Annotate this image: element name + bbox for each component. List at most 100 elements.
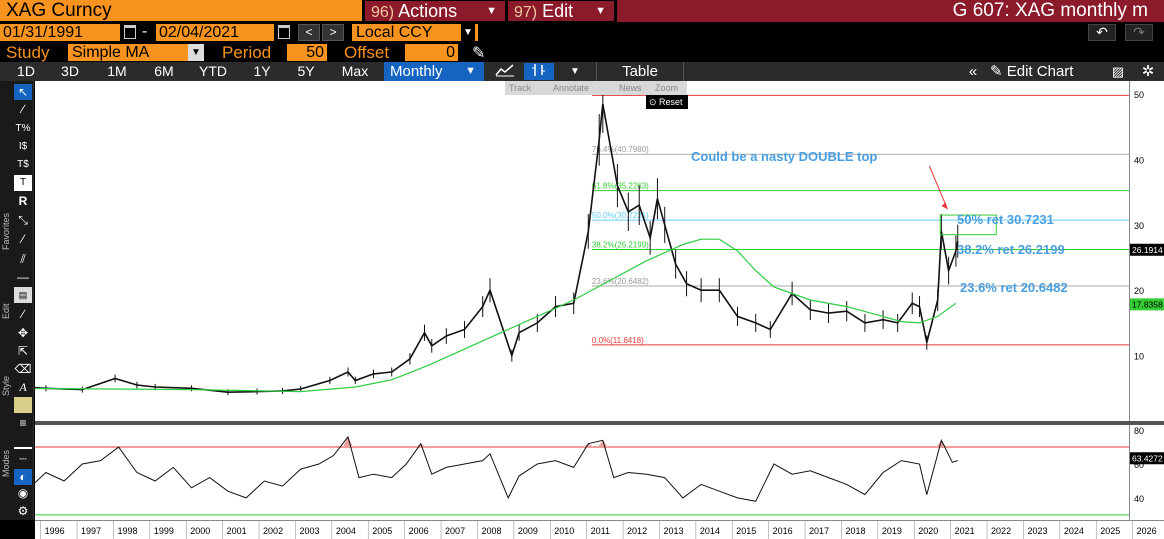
- line-width-icon[interactable]: [14, 433, 32, 449]
- x-tick-label: 2010: [554, 526, 574, 536]
- price-axis: 10 20 30 40 50 26.1914 17.8358: [1129, 81, 1164, 421]
- fib-time-icon[interactable]: T$: [17, 159, 29, 170]
- gear-icon[interactable]: ✲: [1141, 63, 1155, 80]
- ma-value-tag-bg: [1130, 298, 1164, 311]
- fill-color-icon[interactable]: [14, 397, 32, 413]
- track-mode[interactable]: Track: [509, 83, 532, 93]
- cursor-icon[interactable]: ↖: [14, 84, 32, 100]
- next-period-button[interactable]: >: [322, 24, 344, 41]
- range-ytd[interactable]: YTD: [199, 63, 227, 79]
- time-axis: 1996 1997 1998 1999 2000 2001 2002 2003 2004 2005…: [35, 520, 1164, 539]
- chart-type-caret-icon[interactable]: ▼: [570, 66, 580, 77]
- line-style-icon[interactable]: ≡: [19, 416, 27, 430]
- gear-icon[interactable]: ⚙: [17, 504, 29, 518]
- pen-icon[interactable]: ∕: [21, 307, 24, 321]
- annotation-ret50: 50% ret 30.7231: [957, 212, 1054, 227]
- rsi-overbought-fill: [415, 443, 426, 448]
- reset-icon: ⊙: [649, 97, 660, 107]
- x-tick-label: 1998: [117, 526, 137, 536]
- study-select[interactable]: Simple MA ▼: [68, 44, 204, 61]
- edit-shortcut: 97): [514, 4, 538, 21]
- range-1d[interactable]: 1D: [17, 63, 35, 79]
- price-tick-label: 40: [1134, 155, 1144, 165]
- x-tick-label: 2016: [773, 526, 793, 536]
- line-draw-icon[interactable]: ⁄: [21, 232, 24, 246]
- collapse-left-icon[interactable]: «: [968, 63, 978, 80]
- offset-input[interactable]: 0: [405, 44, 458, 61]
- currency-select[interactable]: Local CCY ▼: [352, 24, 478, 41]
- favorites-tab[interactable]: Favorites: [1, 212, 11, 250]
- select-region-icon[interactable]: ⇱: [17, 344, 29, 358]
- pencil-icon: ✎: [990, 63, 1007, 80]
- reset-button[interactable]: ⊙ Reset: [646, 95, 688, 109]
- calendar-icon[interactable]: [124, 25, 136, 39]
- text-tool-icon[interactable]: T: [14, 175, 32, 191]
- range-6m[interactable]: 6M: [154, 63, 174, 79]
- annotation-text-icon[interactable]: A: [19, 380, 27, 394]
- calendar-icon[interactable]: [278, 25, 290, 39]
- annotate-mode[interactable]: Annotate: [553, 83, 590, 93]
- period-input[interactable]: 50: [287, 44, 327, 61]
- x-tick-label: 2015: [736, 526, 756, 536]
- channel-icon[interactable]: ⫽: [20, 252, 26, 266]
- rsi-value-tag-bg: [1130, 452, 1164, 465]
- zoom-mode[interactable]: Zoom: [655, 83, 679, 93]
- x-tick-label: 2011: [591, 526, 610, 536]
- redo-icon[interactable]: ↷: [1125, 24, 1153, 41]
- start-date-field[interactable]: 01/31/1991: [0, 24, 120, 41]
- palette-icon[interactable]: ◉: [17, 486, 29, 500]
- fib-retracement-icon[interactable]: T%: [15, 123, 31, 134]
- end-date-field[interactable]: 02/04/2021: [156, 24, 274, 41]
- range-1m[interactable]: 1M: [107, 63, 127, 79]
- ohlc-bar-icon[interactable]: [524, 63, 554, 80]
- range-3d[interactable]: 3D: [61, 63, 79, 79]
- style-tab[interactable]: Style: [1, 376, 11, 397]
- fib-levels-icon[interactable]: I$: [18, 141, 28, 152]
- ticker-field[interactable]: XAG Curncy: [0, 0, 362, 21]
- edit-tab[interactable]: Edit: [1, 303, 11, 319]
- x-tick-label: 2006: [409, 526, 429, 536]
- trendline-icon[interactable]: ∕: [21, 102, 24, 116]
- line-chart-icon[interactable]: [490, 63, 520, 80]
- rsi-tick-label: 40: [1134, 494, 1144, 504]
- x-tick-label: 2020: [918, 526, 938, 536]
- range-5y[interactable]: 5Y: [297, 63, 315, 79]
- price-series-line: [9, 103, 959, 394]
- move-icon[interactable]: ✥: [17, 326, 29, 340]
- x-tick-label: 2002: [263, 526, 283, 536]
- dashed-line-icon[interactable]: ┈: [19, 452, 27, 466]
- frequency-select[interactable]: Monthly ▼: [384, 62, 484, 81]
- x-tick-label: 2019: [882, 526, 902, 536]
- x-tick-label: 2004: [336, 526, 356, 536]
- chart-toolbar: 1D 3D 1M 6M YTD 1Y 5Y Max Monthly ▼ ▼ Ta…: [0, 62, 1164, 81]
- eraser-icon[interactable]: ⌫: [14, 362, 32, 376]
- range-1y[interactable]: 1Y: [253, 63, 271, 79]
- range-max[interactable]: Max: [341, 63, 369, 79]
- sma-line: [9, 238, 957, 393]
- x-tick-label: 2014: [700, 526, 720, 536]
- ma-value-tag: 17.8358: [1132, 299, 1163, 309]
- table-button[interactable]: Table: [596, 62, 684, 81]
- panel-divider[interactable]: [35, 421, 1164, 425]
- ray-icon[interactable]: R: [18, 194, 28, 208]
- last-price-tag-bg: [1130, 243, 1164, 256]
- pencil-icon[interactable]: ✎: [472, 45, 486, 62]
- prev-period-button[interactable]: <: [298, 24, 320, 41]
- undo-icon[interactable]: ↶: [1088, 24, 1116, 41]
- news-mode[interactable]: News: [619, 83, 642, 93]
- actions-menu-button[interactable]: 96) Actions ▼: [365, 1, 505, 21]
- price-chart[interactable]: 100.0%(49.8044)76.4%(40.7980)61.8%(35.22…: [9, 74, 1129, 421]
- chart-settings-icon[interactable]: ▨: [1111, 64, 1125, 79]
- arrow-draw-icon[interactable]: ⤡: [18, 213, 28, 227]
- magnet-icon[interactable]: ◐: [14, 469, 32, 485]
- currency-value: Local CCY: [356, 24, 433, 41]
- edit-chart-button[interactable]: ✎ Edit Chart: [990, 62, 1100, 81]
- x-tick-label: 2026: [1137, 526, 1157, 536]
- edit-menu-button[interactable]: 97) Edit ▼: [508, 1, 614, 21]
- date-separator: -: [142, 23, 148, 40]
- horizontal-line-icon[interactable]: —: [17, 270, 29, 284]
- x-tick-label: 1996: [45, 526, 65, 536]
- rsi-panel[interactable]: [9, 425, 1129, 520]
- band-icon[interactable]: ▤: [14, 287, 32, 303]
- modes-tab[interactable]: Modes: [1, 450, 11, 478]
